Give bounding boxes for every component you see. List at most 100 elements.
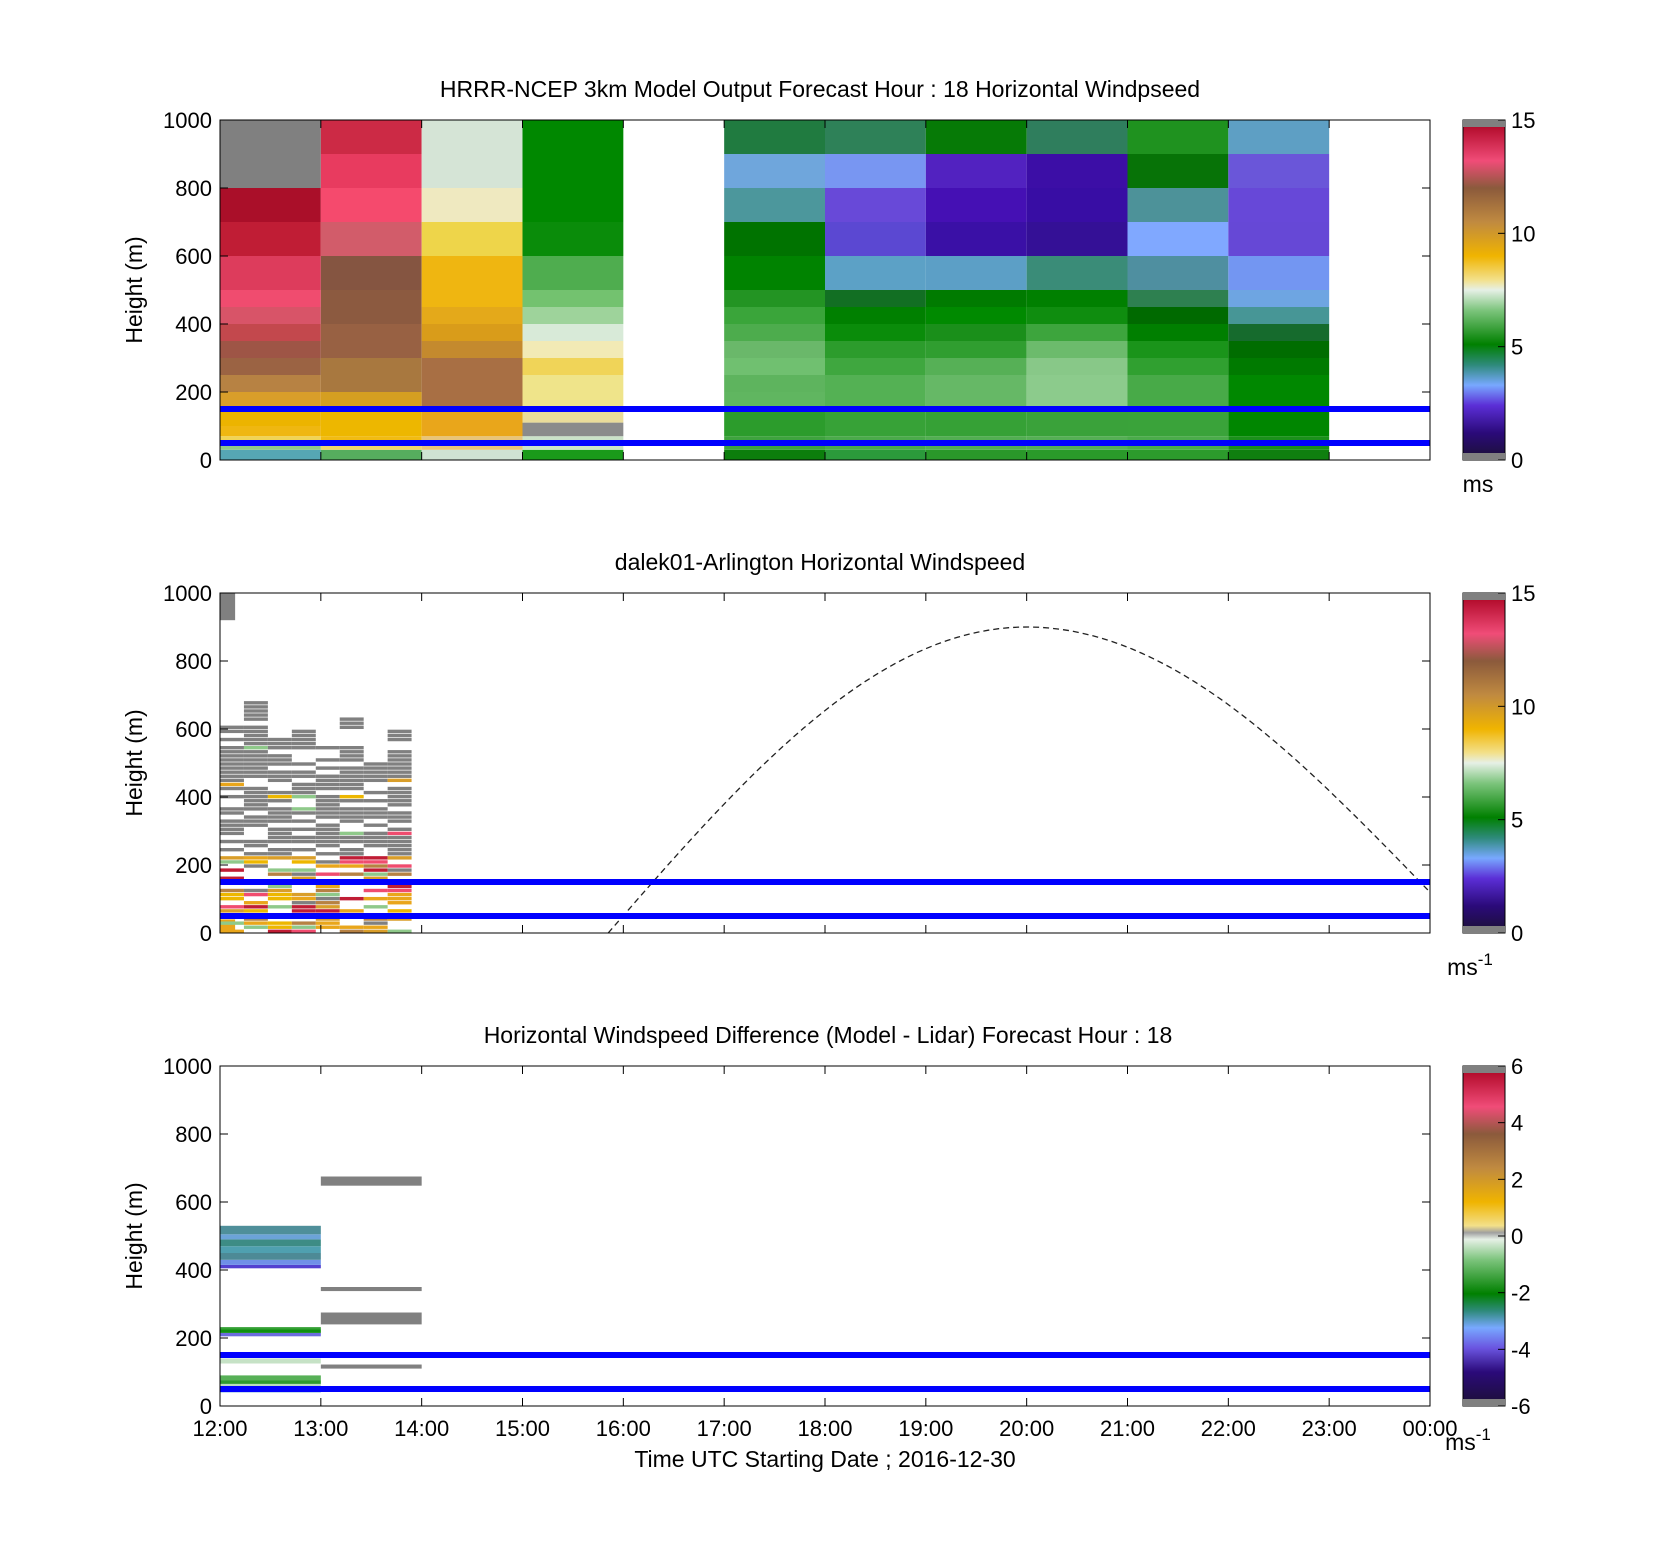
x-ticks: 12:00 13:00 14:00 15:00 16:00 17:00 18:00 19:00… <box>192 1066 1458 1441</box>
heatmap-cell <box>220 1234 321 1240</box>
heatmap-cell <box>291 786 316 791</box>
heatmap-cell <box>291 733 316 738</box>
heatmap-cell <box>825 341 926 358</box>
y-tick-label: 600 <box>175 717 212 742</box>
heatmap-cell <box>363 790 388 795</box>
heatmap-cell <box>267 872 292 876</box>
heatmap-cell <box>387 839 412 844</box>
heatmap-cell <box>339 717 364 721</box>
heatmap-cell <box>291 827 316 831</box>
heatmap-cell <box>339 860 364 864</box>
x-ticks <box>219 593 1431 933</box>
heatmap-cell <box>339 811 364 815</box>
heatmap-cell <box>243 843 268 848</box>
y-ticks: 0 200 400 600 800 1000 <box>163 581 1430 946</box>
heatmap-cell <box>315 758 340 762</box>
heatmap-cell <box>387 754 412 758</box>
heatmap-cell <box>243 713 268 717</box>
heatmap-cell <box>267 856 292 860</box>
heatmap-cell <box>267 770 292 774</box>
heatmap-cell <box>339 819 364 823</box>
y-tick-label: 0 <box>200 921 212 946</box>
x-tick-label: 13:00 <box>293 1416 348 1441</box>
heatmap-cell <box>925 409 1027 437</box>
heatmap-cell <box>1026 120 1128 154</box>
heatmap-cell <box>220 823 244 827</box>
heatmap-cell <box>387 733 412 738</box>
y-tick-label: 0 <box>200 448 212 473</box>
heatmap-cell <box>291 909 316 913</box>
heatmap-cell <box>220 819 244 823</box>
heatmap-cell <box>339 896 364 901</box>
heatmap-cell <box>339 872 364 876</box>
heatmap-cell <box>243 701 268 705</box>
heatmap-cell <box>522 449 624 460</box>
heatmap-cell <box>522 358 624 375</box>
heatmap-cell <box>220 868 244 872</box>
heatmap-cell <box>363 831 388 836</box>
heatmap-cell <box>387 815 412 819</box>
heatmap-cell <box>421 222 523 256</box>
heatmap-cell <box>291 782 316 787</box>
heatmap-cell <box>315 884 340 889</box>
heatmap-cell <box>339 807 364 811</box>
heatmap-cell <box>1228 222 1330 256</box>
heatmap-cell <box>339 856 364 860</box>
heatmap-cell <box>387 729 412 734</box>
heatmap-cell <box>925 341 1027 358</box>
heatmap-cell <box>825 375 926 409</box>
heatmap-cell <box>220 750 244 754</box>
heatmap-cell <box>243 717 268 721</box>
colorbar-tick-label: 15 <box>1511 581 1535 606</box>
heatmap-cell <box>243 709 268 713</box>
heatmap-cell <box>243 909 268 913</box>
heatmap-cell <box>925 154 1027 188</box>
heatmap-cell <box>220 1358 321 1364</box>
heatmap-cell <box>267 811 292 815</box>
y-tick-label: 600 <box>175 244 212 269</box>
heatmap-cell <box>220 766 244 770</box>
heatmap-cell <box>315 901 340 905</box>
heatmap-cell <box>387 778 412 783</box>
heatmap-cell <box>339 929 364 933</box>
colorbar-under-cap <box>1463 1399 1505 1406</box>
heatmap-cell <box>522 422 624 437</box>
heatmap-cell <box>291 737 316 742</box>
heatmap-cell <box>220 770 244 774</box>
heatmap-cell <box>315 905 340 909</box>
heatmap-cell <box>387 770 412 774</box>
heatmap-cell <box>387 799 412 803</box>
heatmap-cell <box>320 290 422 324</box>
heatmap-cell <box>1127 188 1229 222</box>
heatmap-cell <box>387 856 412 860</box>
heatmap-cell <box>243 754 268 758</box>
heatmap-cell <box>315 827 340 831</box>
heatmap-cell <box>387 917 412 921</box>
y-tick-label: 1000 <box>163 108 212 133</box>
heatmap-cell <box>243 729 268 734</box>
heatmap-cell <box>1127 290 1229 307</box>
heatmap-cell <box>220 737 244 742</box>
heatmap-cell <box>291 925 316 929</box>
heatmap-cell <box>387 737 412 742</box>
heatmap-cell <box>315 831 340 836</box>
heatmap-cell <box>1026 409 1128 437</box>
heatmap-cell <box>291 729 316 734</box>
panel-lidar: dalek01-Arlington Horizontal Windspeed 0… <box>121 549 1535 980</box>
heatmap-cell <box>267 819 292 823</box>
heatmap-cell <box>320 436 422 443</box>
heatmap-cell <box>220 758 244 762</box>
colorbar-tick-label: 5 <box>1511 808 1523 833</box>
heatmap-cell <box>363 856 388 860</box>
heatmap-cell <box>363 762 388 766</box>
heatmap-cell <box>363 872 388 876</box>
heatmap-cell <box>315 888 340 893</box>
heatmap-cell <box>315 803 340 807</box>
heatmap-cell <box>363 896 388 901</box>
heatmap-cell <box>315 896 340 901</box>
y-axis-label: Height (m) <box>121 236 147 343</box>
heatmap-cell <box>315 815 340 819</box>
heatmap-cell <box>267 921 292 925</box>
heatmap-cell <box>315 746 340 750</box>
heatmap-cell <box>724 409 825 437</box>
